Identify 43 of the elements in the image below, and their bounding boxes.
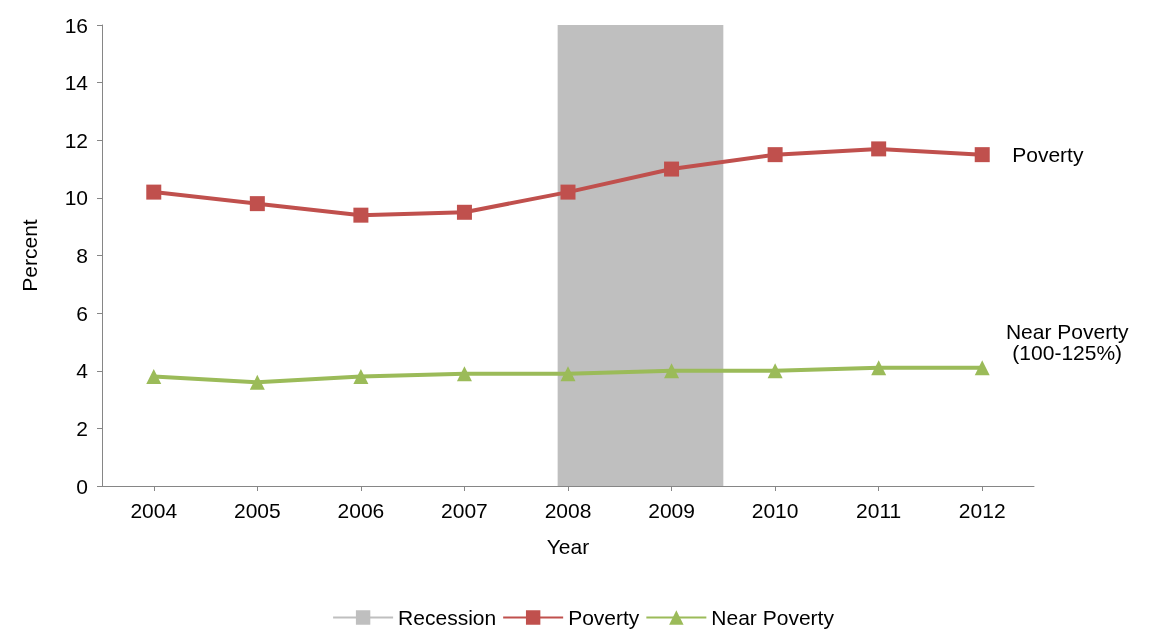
x-tick-label: 2012 <box>958 499 1006 522</box>
point <box>456 366 472 382</box>
point <box>560 366 576 382</box>
annotation: Near Poverty (100-125%) <box>1005 319 1129 364</box>
point <box>560 184 576 200</box>
point <box>767 147 783 163</box>
y-tick-label: 2 <box>76 416 88 440</box>
x-tick-label: 2011 <box>856 499 902 522</box>
y-tick-label: 6 <box>76 301 88 325</box>
x-tick-label: 2010 <box>751 499 799 522</box>
x-tick-label: 2009 <box>648 499 695 522</box>
point <box>767 363 783 379</box>
y-tick-label: 4 <box>76 359 89 383</box>
point <box>249 196 265 212</box>
point <box>974 360 990 376</box>
annotation: Poverty <box>1012 143 1084 167</box>
y-tick-label: 14 <box>64 71 89 95</box>
point <box>353 207 369 223</box>
x-tick-label: 2004 <box>130 499 178 522</box>
point <box>664 363 680 379</box>
x-tick-label: 2005 <box>233 499 281 522</box>
point <box>353 369 369 385</box>
y-tick-label: 8 <box>76 244 88 267</box>
point <box>249 374 265 390</box>
x-tick-label: 2006 <box>337 499 385 522</box>
y-tick-label: 0 <box>76 474 88 498</box>
x-tick-label: 2007 <box>441 499 488 522</box>
point <box>974 147 990 163</box>
point <box>871 141 887 157</box>
y-tick-label: 16 <box>64 13 88 37</box>
point <box>146 184 162 200</box>
y-tick-label: 10 <box>64 186 88 210</box>
legend-label: Near Poverty <box>711 606 835 629</box>
x-axis-title: Year <box>546 535 590 558</box>
legend-label: Recession <box>398 606 497 629</box>
point <box>871 360 887 376</box>
point <box>456 204 472 220</box>
y-tick-label: 12 <box>64 128 88 152</box>
legend-label: Poverty <box>568 606 640 629</box>
x-tick-label: 2008 <box>544 499 592 522</box>
point <box>664 161 680 177</box>
y-axis-title: Percent <box>18 219 41 292</box>
point <box>146 369 162 385</box>
